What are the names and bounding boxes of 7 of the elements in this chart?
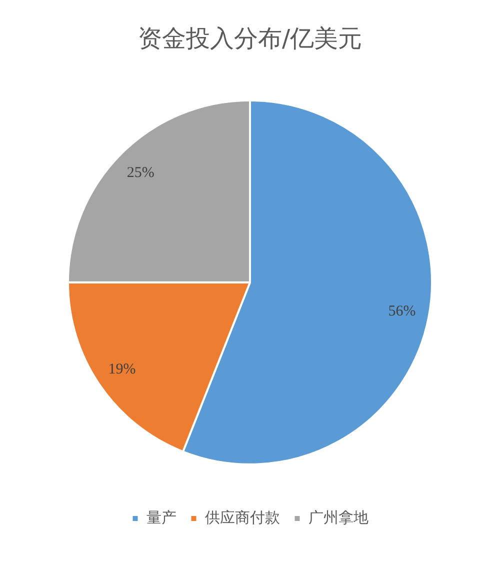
data-label: 56% xyxy=(388,303,416,320)
data-label: 19% xyxy=(108,361,136,378)
data-label: 25% xyxy=(126,164,154,181)
legend-label: 量产 xyxy=(146,508,176,526)
chart-title: 资金投入分布/亿美元 xyxy=(138,24,362,53)
legend-label: 供应商付款 xyxy=(204,508,280,526)
legend-label: 广州拿地 xyxy=(308,508,368,526)
